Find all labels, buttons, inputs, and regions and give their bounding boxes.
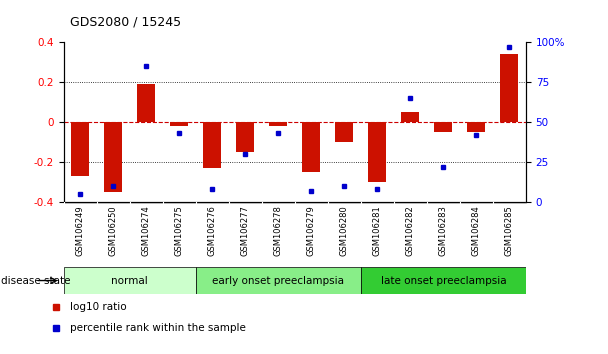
- Text: GSM106278: GSM106278: [274, 205, 283, 256]
- Bar: [170, 122, 188, 126]
- Bar: [368, 122, 387, 182]
- Text: GSM106250: GSM106250: [109, 205, 118, 256]
- Bar: [401, 112, 420, 122]
- Text: GSM106279: GSM106279: [307, 205, 316, 256]
- Text: GSM106281: GSM106281: [373, 205, 382, 256]
- Bar: [269, 122, 288, 126]
- Text: GSM106276: GSM106276: [208, 205, 217, 256]
- Text: GSM106275: GSM106275: [175, 205, 184, 256]
- Text: GDS2080 / 15245: GDS2080 / 15245: [70, 15, 181, 28]
- Text: GSM106282: GSM106282: [406, 205, 415, 256]
- Bar: [335, 122, 353, 142]
- Bar: [361, 267, 526, 294]
- Text: late onset preeclampsia: late onset preeclampsia: [381, 275, 506, 286]
- Bar: [71, 122, 89, 176]
- Bar: [203, 122, 221, 168]
- Text: disease state: disease state: [1, 276, 70, 286]
- Bar: [468, 122, 485, 132]
- Text: GSM106277: GSM106277: [241, 205, 250, 256]
- Bar: [64, 267, 196, 294]
- Text: GSM106284: GSM106284: [472, 205, 481, 256]
- Text: early onset preeclampsia: early onset preeclampsia: [212, 275, 344, 286]
- Text: GSM106280: GSM106280: [340, 205, 349, 256]
- Text: log10 ratio: log10 ratio: [70, 302, 127, 312]
- Text: GSM106285: GSM106285: [505, 205, 514, 256]
- Text: GSM106274: GSM106274: [142, 205, 151, 256]
- Bar: [500, 55, 519, 122]
- Text: normal: normal: [111, 275, 148, 286]
- Text: GSM106283: GSM106283: [439, 205, 448, 256]
- Bar: [302, 122, 320, 172]
- Bar: [137, 84, 156, 122]
- Bar: [237, 122, 254, 152]
- Text: percentile rank within the sample: percentile rank within the sample: [70, 323, 246, 333]
- Bar: [434, 122, 452, 132]
- Text: GSM106249: GSM106249: [76, 205, 85, 256]
- Bar: [196, 267, 361, 294]
- Bar: [104, 122, 122, 192]
